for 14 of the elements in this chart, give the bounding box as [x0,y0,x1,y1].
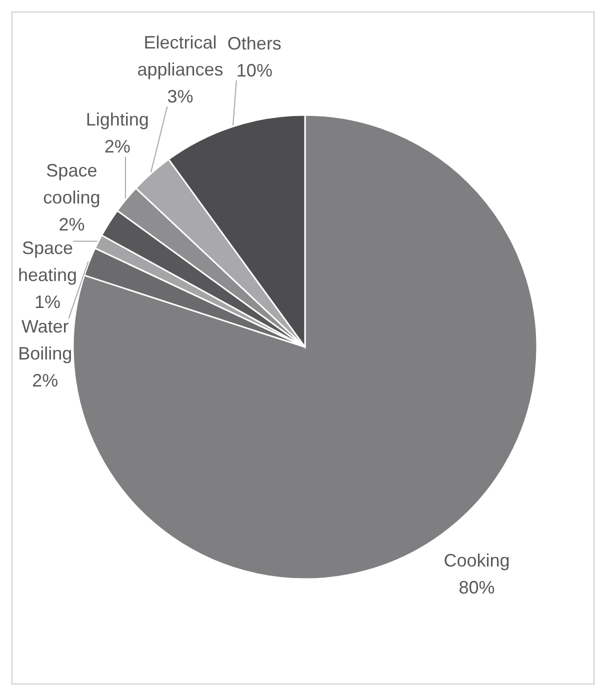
slice-label: Space heating [18,238,78,285]
data-label: 2% [104,136,130,157]
data-label: 1% [34,292,61,312]
slice-label: Lighting [86,110,149,130]
slice-label: Space cooling [43,160,100,208]
slice-label: Water Boiling [18,316,72,364]
data-label: 10% [236,60,272,80]
slice-label: Others [227,33,282,54]
slice-label: Electrical appliances [137,32,224,80]
data-label: 2% [32,370,58,391]
data-label: 2% [58,214,85,234]
data-label: 80% [458,578,495,598]
data-label: 3% [167,86,194,107]
slice-label: Cooking [444,550,510,571]
